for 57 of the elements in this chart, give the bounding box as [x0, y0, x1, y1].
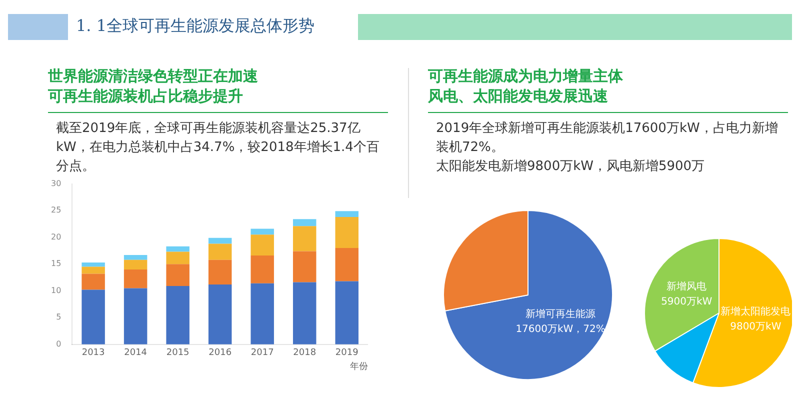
- bar: [335, 216, 358, 248]
- bar: [124, 288, 148, 344]
- bar: [124, 255, 148, 260]
- text: 1. 1全球可再生能源发展总体形势: [76, 16, 315, 37]
- y-tick-label: 15: [50, 259, 62, 268]
- bar: [166, 246, 190, 252]
- x-tick-label: 2015: [166, 348, 190, 358]
- bar: [208, 260, 232, 284]
- bar: [250, 234, 274, 256]
- bar: [292, 251, 316, 282]
- bar: [82, 290, 105, 344]
- bar: [250, 228, 274, 235]
- bar: [208, 244, 232, 260]
- slice-label: 新增可再生能源: [526, 308, 596, 320]
- x-tick-label: 2019: [335, 348, 359, 358]
- slice-label: 新增太阳能发电: [720, 306, 791, 318]
- bar: [82, 266, 105, 274]
- bar: [292, 282, 316, 344]
- bar: [335, 281, 358, 344]
- data-label: 9800万kW: [730, 322, 782, 333]
- y-tick-label: 20: [50, 232, 62, 242]
- data-label: 5900万kW: [661, 296, 712, 308]
- bar: [166, 264, 190, 286]
- bar: [166, 252, 190, 264]
- bar: [166, 286, 190, 344]
- y-tick-label: 10: [50, 286, 62, 295]
- bar: [250, 256, 274, 284]
- bar: [292, 219, 316, 226]
- bar: [250, 283, 274, 344]
- y-tick-label: 25: [50, 206, 62, 215]
- x-tick-label: 2013: [82, 348, 105, 358]
- data-label: 17600万kW，72%: [516, 324, 606, 336]
- bar: [82, 274, 105, 290]
- x-tick-label: 2018: [293, 348, 316, 358]
- text: 2019年全球新增可再生能源装机17600万kW，占电力新增装机72%。: [435, 120, 779, 157]
- bar: [124, 269, 148, 288]
- x-tick-label: 2017: [250, 348, 274, 358]
- chart-subtitle: 风电、太阳能发电发展迅速: [428, 86, 609, 106]
- bar: [124, 260, 148, 270]
- chart-title: 世界能源清洁绿色转型正在加速: [48, 66, 259, 86]
- y-tick-label: 30: [50, 178, 62, 188]
- text: 太阳能发电新增9800万kW，风电新增5900万: [435, 158, 706, 176]
- text: 截至2019年底，全球可再生能源装机容量达25.37亿kW，在电力总装机中占34.7%，较2018年增长1.4个百分点。: [55, 120, 380, 176]
- bar: [335, 211, 358, 217]
- bar: [208, 238, 232, 244]
- chart-title: 可再生能源成为电力增量主体: [428, 66, 624, 86]
- slice-label: 新增风电: [666, 280, 707, 293]
- x-tick-label: 2014: [124, 348, 148, 358]
- x-axis-title: 年份: [350, 360, 368, 372]
- y-tick-label: 0: [56, 339, 62, 348]
- y-tick-label: 5: [56, 312, 62, 322]
- bar: [82, 262, 105, 267]
- chart-subtitle: 可再生能源装机占比稳步提升: [48, 86, 244, 106]
- bar: [208, 284, 232, 344]
- x-tick-label: 2016: [208, 348, 232, 358]
- bar: [335, 248, 358, 282]
- bar: [292, 226, 316, 252]
